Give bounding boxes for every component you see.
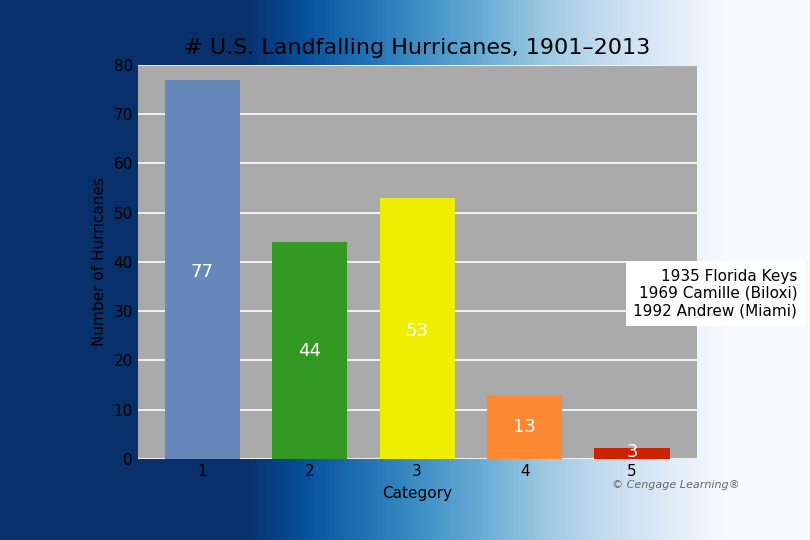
Bar: [595, 444, 670, 459]
Title: # U.S. Landfalling Hurricanes, 1901–2013: # U.S. Landfalling Hurricanes, 1901–2013: [184, 38, 650, 58]
Bar: [164, 79, 240, 459]
Text: 77: 77: [190, 263, 214, 281]
Y-axis label: Number of Hurricanes: Number of Hurricanes: [92, 178, 107, 346]
Bar: [487, 395, 562, 459]
Bar: [595, 448, 670, 459]
Bar: [272, 242, 347, 459]
Text: 13: 13: [514, 418, 536, 436]
X-axis label: Category: Category: [382, 486, 452, 501]
Text: 44: 44: [298, 342, 322, 360]
Bar: [380, 198, 454, 459]
Text: © Cengage Learning®: © Cengage Learning®: [612, 480, 740, 490]
Text: 3: 3: [626, 443, 637, 461]
Text: 53: 53: [406, 322, 428, 340]
Text: 1935 Florida Keys
1969 Camille (Biloxi)
1992 Andrew (Miami): 1935 Florida Keys 1969 Camille (Biloxi) …: [633, 268, 797, 319]
